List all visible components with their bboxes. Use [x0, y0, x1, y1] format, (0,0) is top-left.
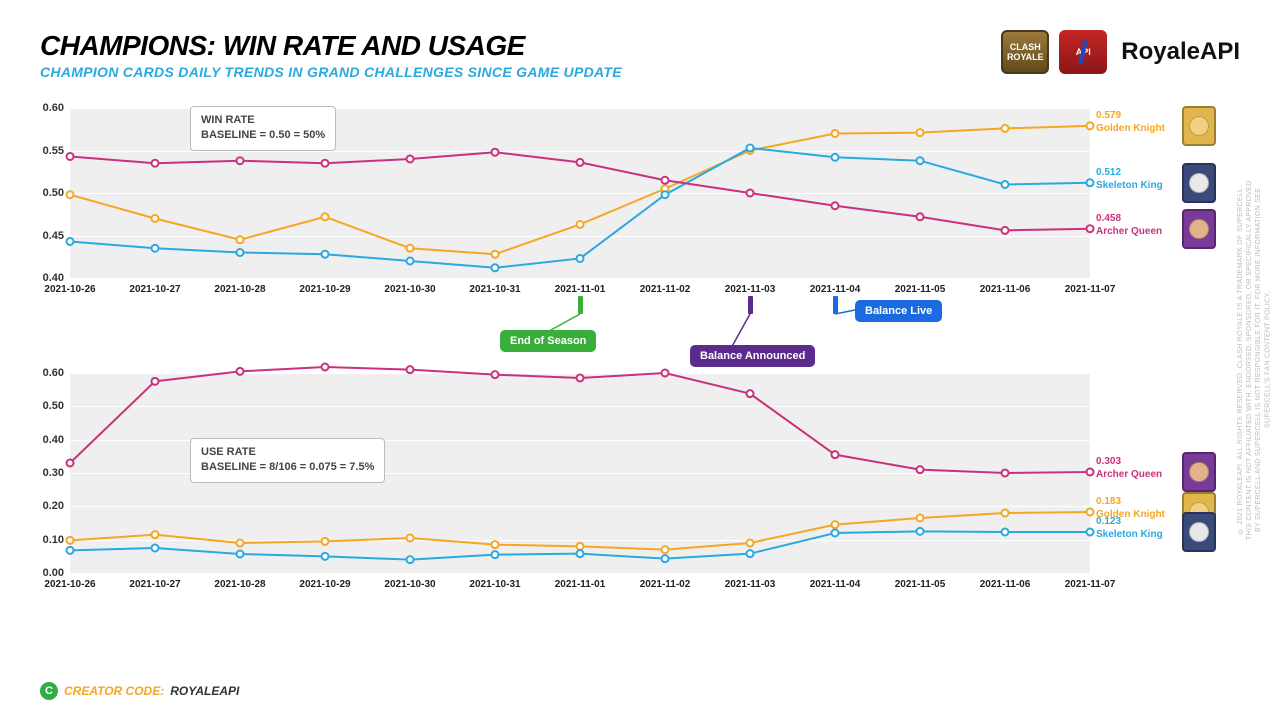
- creator-code-value: ROYALEAPI: [170, 684, 239, 698]
- card-icon: [1182, 452, 1216, 492]
- series-end-name: Archer Queen: [1096, 469, 1162, 480]
- y-tick-label: 0.40: [43, 434, 70, 446]
- series-end-value: 0.183: [1096, 496, 1121, 507]
- series-end-name: Archer Queen: [1096, 226, 1162, 237]
- page-title: CHAMPIONS: WIN RATE AND USAGE: [40, 30, 622, 62]
- series-end-value: 0.512: [1096, 167, 1121, 178]
- y-tick-label: 0.30: [43, 467, 70, 479]
- series-end-value: 0.579: [1096, 110, 1121, 121]
- series-end-name: Skeleton King: [1096, 180, 1163, 191]
- logo-group: CLASH ROYALE API RoyaleAPI: [1001, 30, 1240, 74]
- userate-annotation: USE RATEBASELINE = 8/106 = 0.075 = 7.5%: [190, 438, 385, 483]
- copyright-text: © 2021 ROYALEAPI. ALL RIGHTS RESERVED. C…: [1236, 180, 1272, 540]
- header: CHAMPIONS: WIN RATE AND USAGE CHAMPION C…: [40, 30, 1240, 80]
- card-icon: [1182, 209, 1216, 249]
- y-tick-label: 0.20: [43, 500, 70, 512]
- brand-text: RoyaleAPI: [1121, 38, 1240, 66]
- creator-code-label: CREATOR CODE:: [64, 684, 164, 698]
- page-subtitle: CHAMPION CARDS DAILY TRENDS IN GRAND CHA…: [40, 64, 622, 80]
- y-tick-label: 0.40: [43, 272, 70, 284]
- series-end-value: 0.303: [1096, 456, 1121, 467]
- card-icon: [1182, 106, 1216, 146]
- creator-badge-icon: C: [40, 682, 58, 700]
- y-tick-label: 0.60: [43, 367, 70, 379]
- y-tick-label: 0.50: [43, 400, 70, 412]
- winrate-annotation: WIN RATEBASELINE = 0.50 = 50%: [190, 106, 336, 151]
- y-tick-label: 0.00: [43, 567, 70, 579]
- footer: C CREATOR CODE: ROYALEAPI: [40, 682, 239, 700]
- card-icon: [1182, 163, 1216, 203]
- clash-royale-logo: CLASH ROYALE: [1001, 30, 1049, 74]
- title-block: CHAMPIONS: WIN RATE AND USAGE CHAMPION C…: [40, 30, 622, 80]
- series-end-name: Skeleton King: [1096, 529, 1163, 540]
- royaleapi-logo: API: [1059, 30, 1107, 74]
- y-tick-label: 0.60: [43, 102, 70, 114]
- series-end-name: Golden Knight: [1096, 123, 1165, 134]
- chart-area: 0.400.450.500.550.602021-10-262021-10-27…: [40, 98, 1240, 648]
- series-end-value: 0.123: [1096, 516, 1121, 527]
- series-end-value: 0.458: [1096, 213, 1121, 224]
- card-icon: [1182, 512, 1216, 552]
